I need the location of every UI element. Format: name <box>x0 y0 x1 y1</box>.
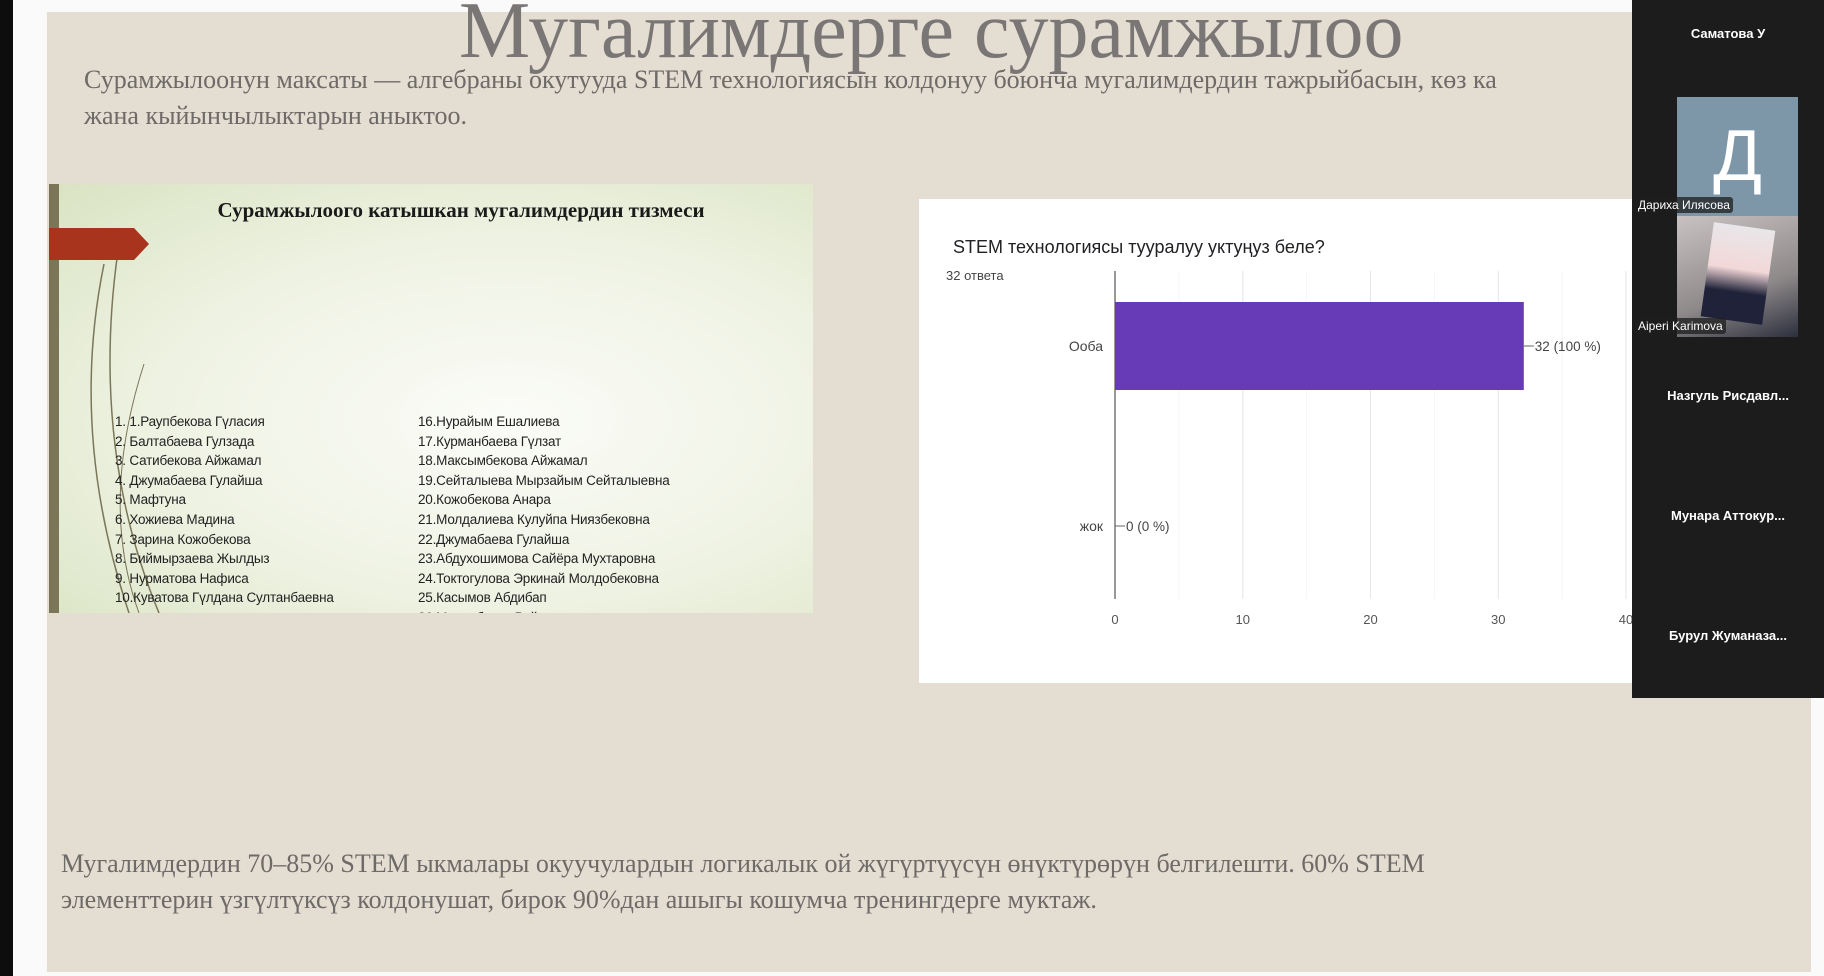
x-tick-label: 30 <box>1491 612 1505 627</box>
teacher-list-item: 1. 1.Раупбекова Гүласия <box>115 414 265 429</box>
participant-video-tile[interactable] <box>1677 216 1798 337</box>
teacher-list-item: 3. Сатибекова Айжамал <box>115 453 262 469</box>
teacher-list-item: 7. Зарина Кожобекова <box>115 531 251 547</box>
data-label: 0 (0 %) <box>1126 519 1170 534</box>
subtitle-line: Сурамжылоонун максаты — алгебраны окутуу… <box>84 65 1497 94</box>
participants-panel: Саматова У Д Дариха Илясова Aiperi Karim… <box>1632 0 1824 698</box>
chart-title: STEM технологиясы тууралуу уктуңуз беле? <box>953 237 1325 257</box>
slide-conclusion: Мугалимдердин 70–85% STEM ыкмалары окууч… <box>61 846 1425 918</box>
subtitle-line: жана кыйынчылыктарын аныктоо. <box>84 101 467 130</box>
participant-photo <box>1700 222 1776 325</box>
teacher-list-item: 16.Нурайым Ешалиева <box>418 414 560 429</box>
teacher-list-item: 24.Токтогулова Эркинай Молдобековна <box>418 570 659 586</box>
data-label: 32 (100 %) <box>1535 339 1601 354</box>
conclusion-line: Мугалимдердин 70–85% STEM ыкмалары окууч… <box>61 849 1425 878</box>
participant-name[interactable]: Назгуль Рисдавл... <box>1667 388 1789 403</box>
category-label: Ооба <box>1069 338 1103 354</box>
participant-name-label: Aiperi Karimova <box>1635 318 1726 334</box>
teacher-list-item: 8. Биймырзаева Жылдыз <box>115 551 270 567</box>
participant-name-label: Дариха Илясова <box>1635 197 1733 213</box>
chart-panel: STEM технологиясы тууралуу уктуңуз беле?… <box>919 199 1632 683</box>
bar <box>1115 302 1524 390</box>
x-tick-label: 0 <box>1111 612 1118 627</box>
teacher-list-item: 21.Молдалиева Кулуйпа Ниязбековна <box>418 512 650 527</box>
teacher-list-image: Сурамжылоого катышкан мугалимдердин тизм… <box>49 184 813 613</box>
teacher-list-item: 5. Мафтуна <box>115 492 186 508</box>
x-tick-label: 20 <box>1363 612 1377 627</box>
participant-name[interactable]: Саматова У <box>1690 26 1766 41</box>
window-edge <box>0 0 13 976</box>
teacher-list-item: 4. Джумабаева Гулайша <box>115 472 263 488</box>
response-count: 32 ответа <box>946 268 1004 283</box>
slide-subtitle: Сурамжылоонун максаты — алгебраны окутуу… <box>84 62 1497 134</box>
red-arrow-marker <box>49 228 149 260</box>
teacher-list-item: 10.Куватова Гүлдана Султанбаевна <box>115 590 334 606</box>
teacher-list-item: 9. Нурматова Нафиса <box>115 570 249 586</box>
x-tick-label: 10 <box>1236 612 1250 627</box>
teacher-list-item: 25.Касымов Абдибап <box>418 590 547 606</box>
teacher-list-item: 2. Балтабаева Гулзада <box>115 433 255 449</box>
decorative-curves <box>90 243 160 613</box>
teacher-list-item: 18.Максымбекова Айжамал <box>418 453 588 469</box>
x-tick-label: 40 <box>1619 612 1632 627</box>
conclusion-line: элементтерин үзгүлтүксүз колдонушат, бир… <box>61 885 1097 914</box>
teacher-list-item: 23.Абдухошимова Сайёра Мухтаровна <box>418 551 656 567</box>
bar-chart: 0 10 20 30 40 Ооба 32 (100 %) жок 0 (0 %) <box>1069 271 1632 627</box>
slide-title: Мугалимдерге сурамжылоо <box>459 0 1404 75</box>
teacher-list-item: 22.Джумабаева Гулайша <box>418 531 570 547</box>
list-title: Сурамжылоого катышкан мугалимдердин тизм… <box>217 198 705 222</box>
category-label: жок <box>1080 518 1104 534</box>
teacher-list-item: 19.Сейталыева Мырзайым Сейталыевна <box>418 472 670 488</box>
decorative-bar <box>49 184 59 613</box>
teacher-list-item: 6. Хожиева Мадина <box>115 512 235 527</box>
participant-name[interactable]: Мунара Аттокур... <box>1671 508 1785 523</box>
teacher-list-item: 17.Курманбаева Гүлзат <box>418 433 562 449</box>
participant-tile-avatar[interactable]: Д <box>1677 97 1798 216</box>
teacher-list-item: 20.Кожобекова Анара <box>418 492 551 508</box>
participant-name[interactable]: Бурул Жуманаза... <box>1668 628 1787 643</box>
teacher-list-item: 26.Масалбеков Райлакан <box>418 610 573 613</box>
